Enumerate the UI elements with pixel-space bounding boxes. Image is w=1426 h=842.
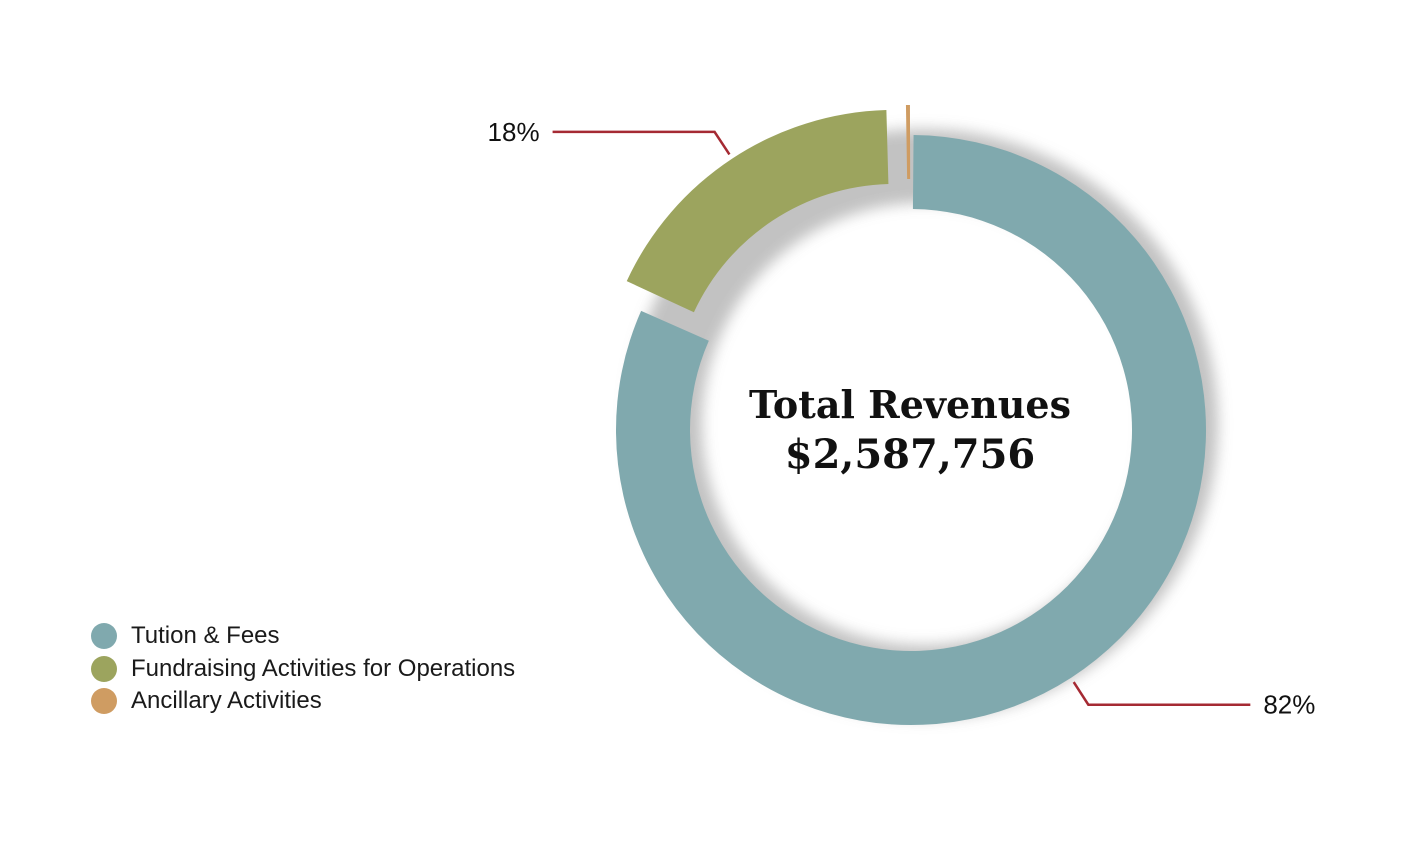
legend-swatch <box>91 655 117 682</box>
leader-line-2 <box>552 130 731 156</box>
slice-2 <box>626 110 889 313</box>
leader-line-1 <box>1072 681 1251 706</box>
chart-title: Total Revenues <box>749 382 1071 427</box>
leader-lines <box>552 130 1251 706</box>
legend-label: Ancillary Activities <box>131 687 322 715</box>
slice-3 <box>905 105 911 180</box>
slice-label-2: 18% <box>488 117 540 147</box>
donut-slices <box>616 105 1206 725</box>
legend-item-ancillary: Ancillary Activities <box>91 685 515 718</box>
legend-label: Fundraising Activities for Operations <box>131 654 516 682</box>
legend-item-tuition: Tution & Fees <box>91 620 515 653</box>
slice-labels: 82% 18% <box>488 117 1316 720</box>
legend-item-fundraising: Fundraising Activities for Operations <box>91 653 515 686</box>
slice-label-1: 82% <box>1263 690 1315 720</box>
legend: Tution & Fees Fundraising Activities for… <box>91 620 515 718</box>
legend-swatch <box>91 623 117 650</box>
legend-swatch <box>91 688 117 715</box>
total-value: $2,587,756 <box>785 431 1036 478</box>
legend-label: Tution & Fees <box>131 622 280 650</box>
